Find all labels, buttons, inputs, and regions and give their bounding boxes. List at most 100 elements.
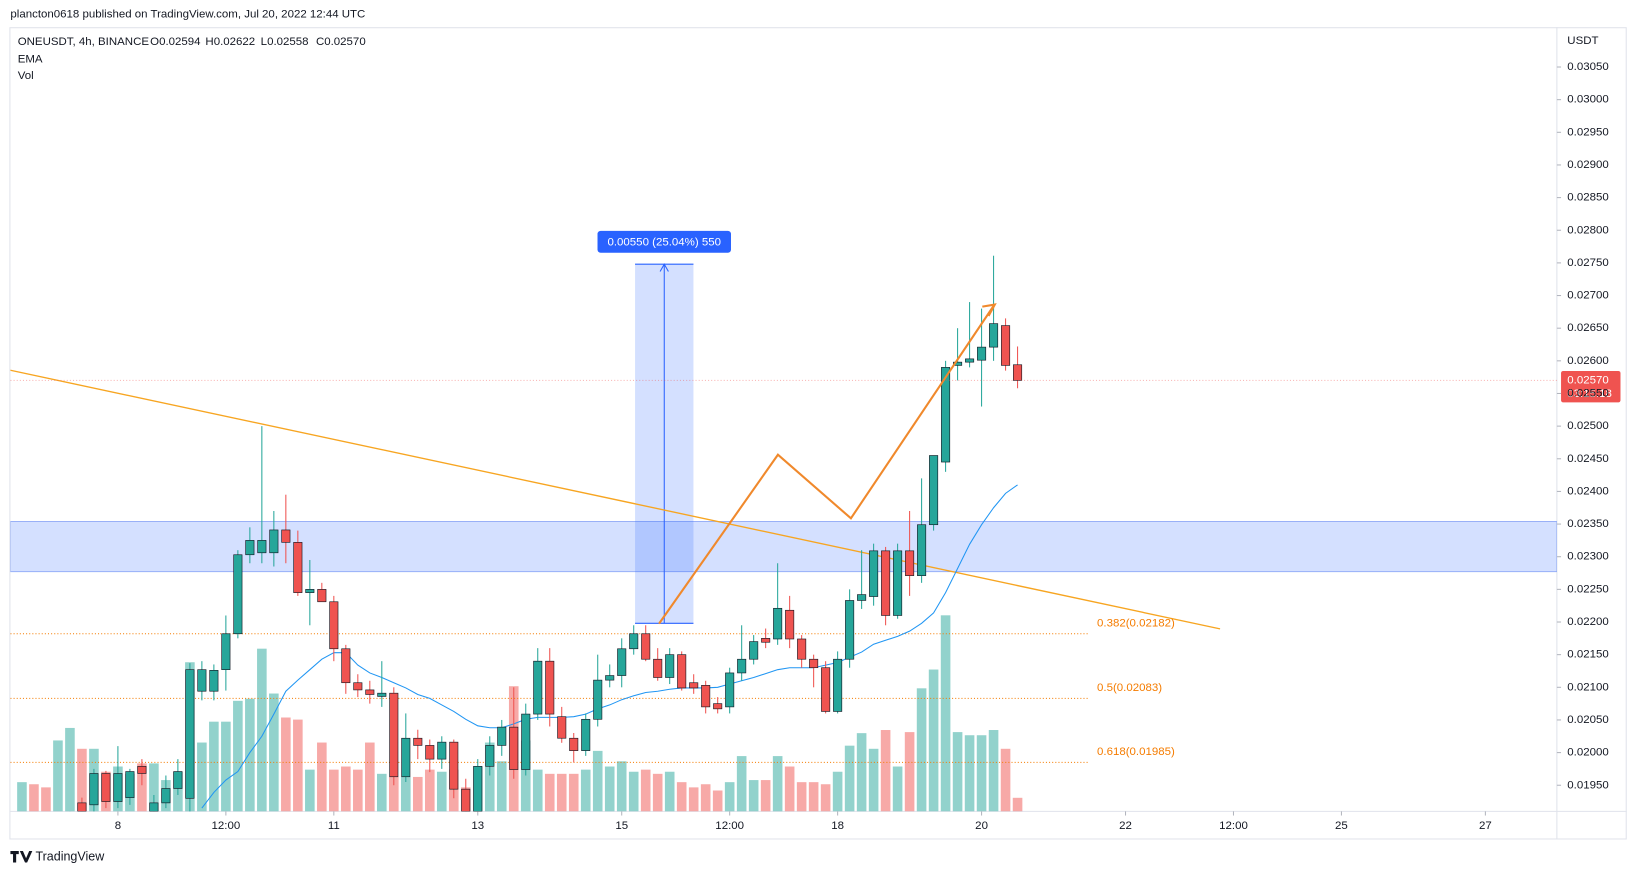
indicator-ema: EMA [18, 54, 43, 66]
candle-body [161, 788, 171, 804]
candle-body [257, 540, 267, 554]
y-tick-label: 0.02100 [1567, 681, 1608, 693]
candle-body [437, 741, 447, 760]
volume-bar [197, 742, 207, 812]
volume-bar [137, 763, 147, 812]
x-tick-label: 13 [471, 820, 484, 832]
volume-bar [736, 756, 747, 812]
projection-path [658, 305, 995, 625]
volume-bar [233, 700, 243, 812]
candle-body [269, 529, 279, 554]
fib-label: 0.618(0.01985) [1097, 746, 1175, 758]
y-tick-label: 0.02650 [1567, 322, 1608, 334]
volume-bar [892, 766, 903, 812]
volume-bar [353, 769, 363, 812]
candle-body [749, 641, 759, 660]
bar-countdown: 03:15:18 [1567, 388, 1612, 400]
candle-body [809, 658, 819, 669]
frame [9, 27, 1627, 840]
publisher-note: plancton0618 published on TradingView.co… [10, 9, 365, 21]
volume-bar [616, 761, 627, 812]
candle-body [389, 692, 399, 778]
symbol: ONEUSDT, 4h, BINANCE [18, 36, 150, 48]
candle-body [209, 670, 219, 692]
indicator-vol: Vol [18, 70, 34, 82]
candle-body [737, 658, 747, 674]
volume-bar [149, 763, 159, 812]
candle-body [341, 648, 351, 684]
y-tick-label: 0.01950 [1567, 779, 1608, 791]
projection-arrow [982, 303, 997, 317]
candle-body [89, 773, 99, 806]
y-tick-label: 0.02350 [1567, 518, 1608, 530]
volume-bar [329, 769, 339, 812]
volume-bar [377, 773, 387, 812]
fib-label: 0.382(0.02182) [1097, 617, 1175, 629]
volume-bar [520, 740, 531, 812]
trend-line [10, 369, 1221, 630]
volume-bar [652, 773, 663, 812]
volume-bar [832, 771, 843, 812]
y-tick-label: 0.02200 [1567, 616, 1608, 628]
last-price-label: 0.02570 [1567, 374, 1608, 386]
volume-bar [1000, 748, 1011, 812]
candle-body [281, 529, 291, 543]
candle-body [941, 367, 951, 463]
volume-bar [556, 773, 567, 812]
volume-bar [712, 790, 723, 812]
last-price-tag [1561, 371, 1621, 403]
volume-bar [676, 782, 687, 812]
volume-bar [796, 782, 807, 812]
measure-label-box [597, 230, 731, 253]
candle-body [461, 788, 471, 812]
volume-bar [976, 735, 987, 812]
y-tick-label: 0.02900 [1567, 159, 1608, 171]
candle-body [77, 802, 87, 812]
x-tick-label: 12:00 [1219, 820, 1248, 832]
candle-body [101, 773, 111, 802]
volume-layer [17, 615, 1023, 812]
y-tick-label: 0.02250 [1567, 583, 1608, 595]
volume-bar [281, 717, 291, 812]
y-tick-label: 0.02000 [1567, 747, 1608, 759]
candle-body [977, 346, 987, 361]
candle-body [785, 609, 795, 640]
drawings-front: 0.00550 (25.04%) 550 0.382(0.02182) 0.5(0.… [10, 230, 1621, 758]
volume-bar [880, 730, 891, 812]
candle-body [425, 745, 435, 760]
volume-bar [436, 771, 447, 812]
candle-body [833, 658, 843, 712]
candle-body [353, 682, 363, 691]
volume-bar [209, 721, 219, 812]
candle-body [1001, 325, 1011, 366]
volume-bar [856, 733, 867, 812]
volume-bar [784, 766, 795, 812]
candle-body [689, 682, 699, 689]
candle-body [113, 773, 123, 802]
volume-bar [41, 787, 51, 812]
volume-bar [424, 769, 435, 812]
candle-body [545, 660, 555, 715]
ohlc-low: L0.02558 [261, 36, 309, 48]
y-tick-label: 0.02050 [1567, 714, 1608, 726]
fib-label: 0.5(0.02083) [1097, 682, 1162, 694]
volume-bar [724, 782, 735, 812]
candle-body [473, 765, 483, 812]
volume-bar [808, 782, 819, 812]
volume-bar [844, 745, 855, 812]
x-tick-label: 18 [831, 820, 844, 832]
candle-body [869, 550, 879, 597]
candle-body [665, 654, 675, 678]
x-tick-label: 12:00 [715, 820, 744, 832]
volume-bar [940, 615, 951, 812]
volume-bar [748, 780, 759, 812]
candle-body [149, 802, 159, 812]
volume-bar [760, 780, 771, 812]
volume-bar [532, 769, 543, 812]
volume-bar [1012, 797, 1023, 812]
volume-bar [640, 769, 651, 812]
candle-body [305, 589, 315, 593]
